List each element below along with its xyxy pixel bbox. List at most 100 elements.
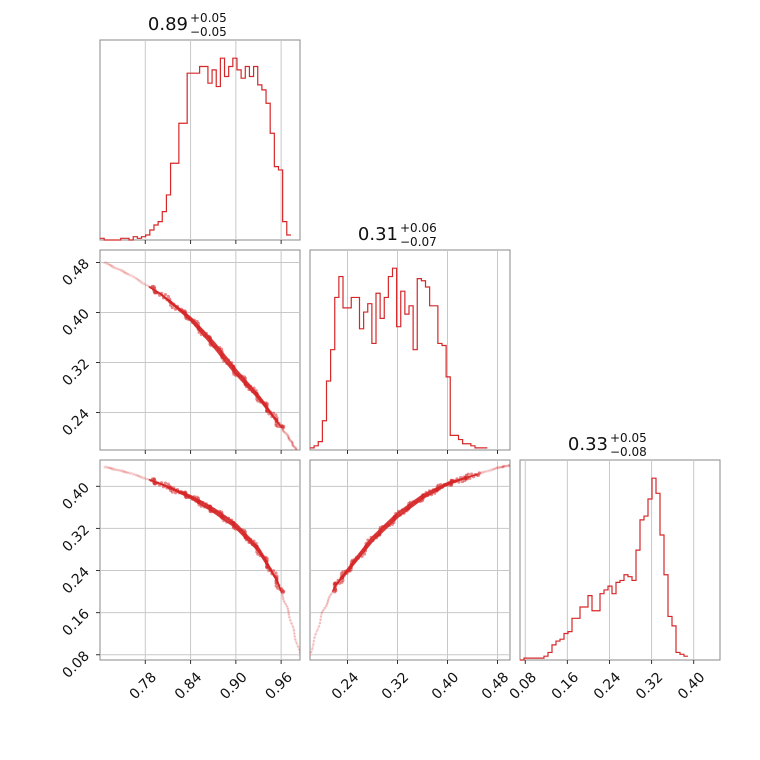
scatter-point xyxy=(143,476,146,480)
scatter-point xyxy=(130,471,133,475)
scatter-point xyxy=(289,439,292,443)
x-gridlines xyxy=(524,460,695,660)
scatter-point xyxy=(294,638,297,641)
scatter-point xyxy=(500,465,503,469)
scatter-point xyxy=(123,470,127,473)
scatter-point xyxy=(127,471,131,474)
scatter-point xyxy=(292,445,296,448)
scatter-point xyxy=(136,474,140,478)
contour-line xyxy=(148,286,283,429)
scatter-point xyxy=(109,264,113,268)
scatter-point xyxy=(291,444,295,447)
scatter-point xyxy=(141,281,144,284)
scatter-point xyxy=(119,269,123,272)
scatter-point xyxy=(326,599,330,603)
scatter-point xyxy=(312,640,315,643)
scatter-point xyxy=(290,621,293,625)
scatter-point xyxy=(113,467,116,471)
contour-line xyxy=(148,286,283,429)
scatter-point xyxy=(460,480,465,484)
scatter-point xyxy=(290,440,293,443)
scatter-point xyxy=(298,651,300,654)
scatter-point xyxy=(115,468,119,471)
scatter-point xyxy=(504,464,508,468)
scatter-point xyxy=(298,653,300,657)
scatter-point xyxy=(481,470,484,474)
scatter-point xyxy=(124,272,127,275)
scatter-point xyxy=(494,466,498,470)
scatter-point xyxy=(287,435,290,438)
panel-title: 0.31 +0.06−0.07 xyxy=(358,221,437,249)
x-tick-label: 0.90 xyxy=(217,669,250,702)
scatter-point xyxy=(112,468,115,472)
scatter-point xyxy=(316,629,319,632)
scatter-point xyxy=(491,468,495,472)
scatter-point xyxy=(488,468,492,471)
scatter-point xyxy=(499,466,502,469)
panel-title: 0.33 +0.05−0.08 xyxy=(568,431,647,459)
y-tick-label: 0.16 xyxy=(59,606,92,639)
scatter-point xyxy=(289,619,292,622)
scatter-point xyxy=(324,606,327,610)
contour-line xyxy=(148,286,283,429)
scatter-point xyxy=(289,439,293,442)
scatter-point xyxy=(324,604,328,608)
scatter-point xyxy=(296,645,300,648)
scatter-point xyxy=(287,437,291,441)
scatter-point xyxy=(163,481,168,485)
scatter-point xyxy=(506,465,509,468)
scatter-point xyxy=(274,571,278,575)
scatter-point xyxy=(322,608,326,612)
scatter-point xyxy=(131,473,135,476)
scatter-point xyxy=(114,267,117,270)
scatter-point xyxy=(138,280,141,283)
y-tick-label: 0.32 xyxy=(59,522,92,555)
scatter-point xyxy=(110,468,114,471)
scatter-point xyxy=(282,600,286,603)
scatter-point xyxy=(295,643,299,646)
x-tick-label: 0.48 xyxy=(479,669,512,702)
scatter-point xyxy=(479,471,482,474)
x-tick-label: 0.78 xyxy=(127,669,160,702)
scatter-point xyxy=(123,471,126,474)
scatter-point xyxy=(315,630,318,633)
scatter-point xyxy=(284,431,288,435)
scatter-point xyxy=(110,264,113,267)
histogram-panel-0 xyxy=(99,39,301,244)
scatter-point xyxy=(323,606,326,610)
scatter-point xyxy=(281,595,285,598)
scatter-point xyxy=(129,274,132,277)
scatter-point xyxy=(103,261,106,265)
title-value: 0.31 xyxy=(358,224,398,245)
scatter-point xyxy=(327,597,330,601)
histogram-line xyxy=(310,267,488,449)
scatter-point xyxy=(497,465,500,469)
scatter-point xyxy=(120,469,124,472)
scatter-point xyxy=(283,431,286,434)
scatter-point xyxy=(293,445,296,448)
scatter-point xyxy=(294,446,298,450)
scatter-point xyxy=(170,305,174,310)
scatter-point xyxy=(470,472,474,476)
scatter-point xyxy=(103,466,106,469)
scatter-point xyxy=(105,262,108,266)
y-tick-label: 0.08 xyxy=(59,648,92,681)
scatter-point xyxy=(293,635,296,638)
scatter-point xyxy=(320,612,323,616)
scatter-panel-1-2: 0.24 0.32 0.40 0.48 xyxy=(309,459,512,703)
title-upper-error: +0.05 xyxy=(190,11,227,25)
x-tick-label: 0.32 xyxy=(379,669,412,702)
histogram-line xyxy=(520,477,688,661)
scatter-point xyxy=(290,440,293,443)
scatter-point xyxy=(502,464,505,468)
scatter-point xyxy=(294,446,297,449)
scatter-point xyxy=(170,490,174,494)
scatter-point xyxy=(127,273,131,276)
panel-frame xyxy=(309,459,511,661)
scatter-point xyxy=(321,610,324,613)
scatter-point xyxy=(118,469,122,472)
scatter-point xyxy=(501,466,505,469)
scatter-point xyxy=(284,432,287,435)
scatter-panel-0-1: 0.24 0.32 0.40 0.48 xyxy=(59,249,301,454)
scatter-point xyxy=(292,628,296,632)
